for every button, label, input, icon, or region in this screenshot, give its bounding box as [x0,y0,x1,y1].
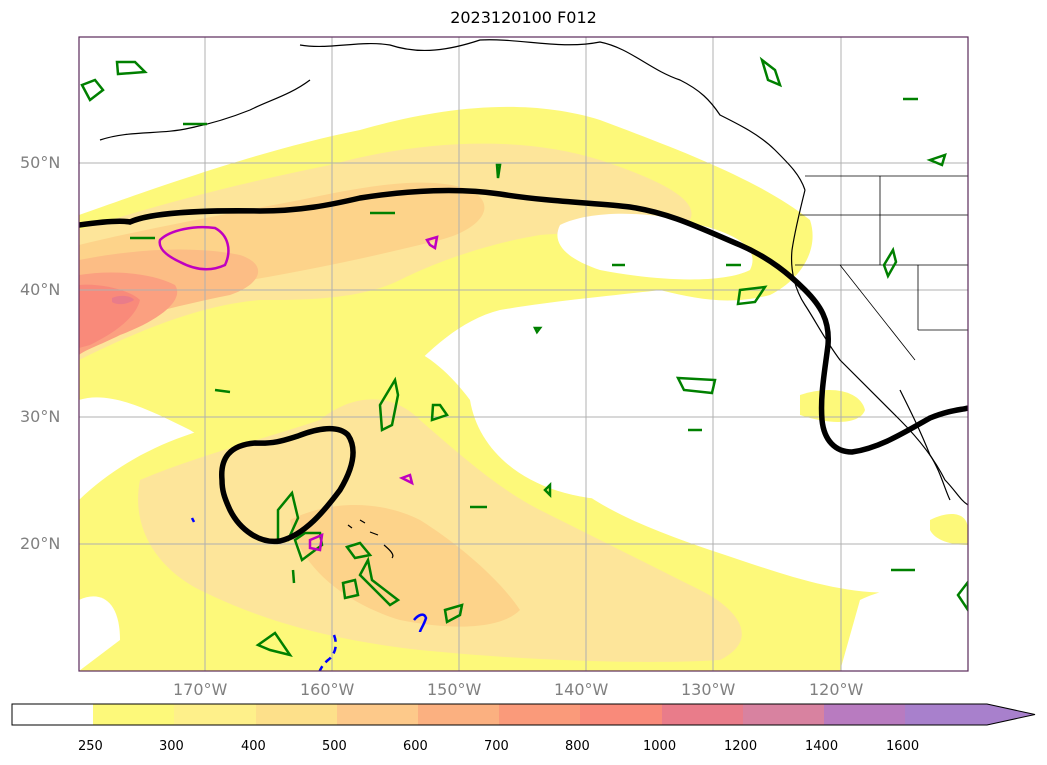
colorbar-tick-1600: 1600 [886,739,920,754]
colorbar-tick-1400: 1400 [805,739,839,754]
ivt-shade-250-hawaii-east [800,390,865,422]
colorbar-outline [11,703,1036,726]
ivt-gap-central [470,296,790,500]
ivt-gap-southwest [79,596,120,671]
colorbar-tick-800: 800 [565,739,590,754]
jet-contour-main [79,187,968,455]
magenta-contour-north [158,225,230,271]
ivt-gap-west [79,398,150,460]
baja-peninsula [899,389,951,501]
jet-contour-loop [219,426,356,545]
coastlines [99,39,968,559]
colorbar-tick-700: 700 [484,739,509,754]
ivt-shade-250-sw-corner [930,514,968,545]
lon-label-130w: 130°W [681,680,736,699]
lon-label-150w: 150°W [427,680,482,699]
magenta-contours [158,225,439,552]
ivt-gap-southeast [840,585,968,671]
lon-label-170w: 170°W [173,680,228,699]
state-borders [795,175,968,361]
jet-contours [79,187,968,545]
map-title: 2023120100 F012 [450,8,597,27]
map-frame [78,36,969,672]
lat-label-40n: 40°N [20,280,61,299]
ivt-shade-300-south [138,399,742,662]
lon-label-140w: 140°W [554,680,609,699]
colorbar-tick-1000: 1000 [643,739,677,754]
colorbar-tick-300: 300 [159,739,184,754]
colorbar [11,703,1036,726]
hawaii-islands [347,519,394,559]
lon-label-120w: 120°W [809,680,864,699]
lat-label-30n: 30°N [20,407,61,426]
colorbar-tick-400: 400 [241,739,266,754]
colorbar-tick-250: 250 [78,739,103,754]
alaska-coast [299,39,806,191]
aleutian-chain [99,79,311,141]
ivt-shade-800 [112,295,134,305]
colorbar-tick-1200: 1200 [724,739,758,754]
ivt-shade-400-south [290,505,520,627]
gridlines [79,37,968,671]
lat-label-50n: 50°N [20,153,61,172]
colorbar-tick-600: 600 [403,739,428,754]
us-west-coast [790,189,968,506]
lat-label-20n: 20°N [20,534,61,553]
shading-layer [79,106,968,671]
lon-label-160w: 160°W [300,680,355,699]
colorbar-tick-500: 500 [322,739,347,754]
